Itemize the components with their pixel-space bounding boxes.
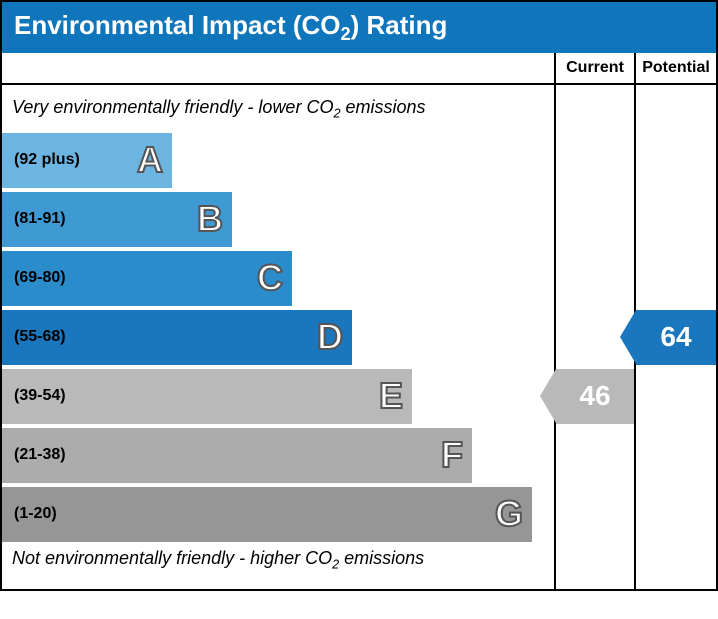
caption-top: Very environmentally friendly - lower CO… [2,95,554,129]
band-letter: B [197,198,222,240]
band-letter: D [317,316,342,358]
band-range: (69-80) [14,269,66,287]
caption-bottom: Not environmentally friendly - higher CO… [2,546,554,580]
rating-chart: Environmental Impact (CO2) Rating Curren… [0,0,718,591]
band-range: (81-91) [14,210,66,228]
band-bar-b: (81-91) B [2,192,232,247]
band-range: (55-68) [14,328,66,346]
pointer-arrow-icon [540,369,556,423]
header-row: Current Potential [2,53,716,85]
header-spacer [2,53,556,83]
band-range: (39-54) [14,387,66,405]
potential-column: 64 [636,85,716,589]
band-bar-a: (92 plus) A [2,133,172,188]
col-potential-header: Potential [636,53,716,83]
current-value: 46 [556,369,634,424]
band-letter: F [441,434,462,476]
potential-value: 64 [636,310,716,365]
band-bar-f: (21-38) F [2,428,472,483]
band-bar-e: (39-54) E [2,369,412,424]
band-range: (1-20) [14,505,57,523]
pointer-arrow-icon [620,310,636,364]
band-bar-c: (69-80) C [2,251,292,306]
band-letter: C [257,257,282,299]
chart-body: Very environmentally friendly - lower CO… [2,85,716,589]
band-letter: E [379,375,402,417]
band-bar-g: (1-20) G [2,487,532,542]
band-range: (21-38) [14,446,66,464]
band-range: (92 plus) [14,151,80,169]
band-letter: A [137,139,162,181]
band-letter: G [495,493,522,535]
potential-pointer: 64 [620,310,716,365]
chart-title: Environmental Impact (CO2) Rating [2,2,716,53]
col-current-header: Current [556,53,636,83]
bars-column: Very environmentally friendly - lower CO… [2,85,556,589]
bars-stack: (92 plus) A (81-91) B (69-80) C (55-68) D (39-54… [2,133,554,542]
current-pointer: 46 [540,369,634,424]
band-bar-d: (55-68) D [2,310,352,365]
